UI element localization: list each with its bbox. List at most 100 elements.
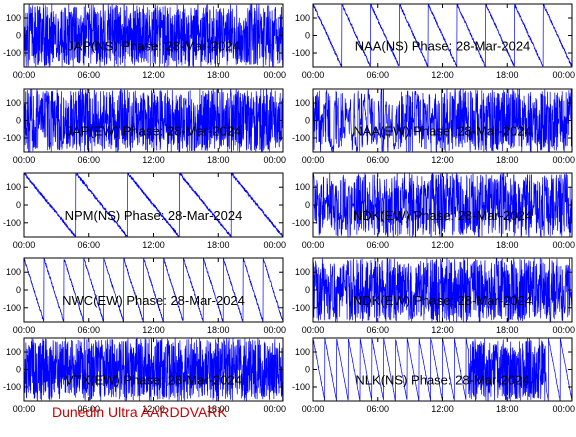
y-tick-label: 0	[16, 285, 21, 295]
series-line	[24, 173, 283, 237]
x-tick-label: 12:00	[142, 240, 165, 250]
panel-title: NAA(NS) Phase: 28-Mar-2024	[355, 39, 531, 54]
panel-9: -100 0 100 00:00 06:00 12:00 18:00 00:00 VTX(EW)…	[3, 337, 286, 414]
x-tick-label: 12:00	[431, 240, 454, 250]
x-tick-label: 00:00	[302, 70, 325, 80]
x-tick-label: 18:00	[496, 404, 519, 414]
y-tick-label: 100	[295, 98, 310, 108]
x-tick-label: 06:00	[77, 404, 100, 414]
y-tick-label: -100	[292, 382, 310, 392]
y-tick-label: 0	[305, 31, 310, 41]
series-line	[24, 4, 283, 67]
y-tick-label: 100	[6, 267, 21, 277]
y-tick-label: -100	[3, 218, 21, 228]
y-tick-label: -100	[3, 303, 21, 313]
panel-7: -100 0 100 00:00 06:00 12:00 18:00 00:00 NWC(EW)…	[3, 257, 286, 335]
y-tick-label: 0	[16, 31, 21, 41]
y-tick-label: -100	[292, 303, 310, 313]
x-tick-label: 06:00	[77, 325, 100, 335]
y-tick-label: 100	[295, 182, 310, 192]
panel-title: NPM(NS) Phase: 28-Mar-2024	[65, 208, 243, 223]
panel-title: JAP(EW) Phase: 28-Mar-2024	[66, 124, 242, 139]
y-tick-label: -100	[3, 48, 21, 58]
series-line	[313, 338, 572, 401]
x-tick-label: 06:00	[366, 325, 389, 335]
x-tick-label: 18:00	[207, 155, 230, 165]
x-tick-label: 12:00	[431, 404, 454, 414]
series-line	[313, 89, 572, 152]
x-tick-label: 18:00	[207, 325, 230, 335]
y-tick-label: -100	[3, 382, 21, 392]
panel-10: -100 0 100 00:00 06:00 12:00 18:00 00:00 NLK(NS)…	[292, 337, 575, 414]
x-tick-label: 00:00	[13, 70, 36, 80]
x-tick-label: 00:00	[263, 155, 286, 165]
x-tick-label: 00:00	[552, 70, 575, 80]
series-line	[313, 258, 572, 322]
series-line	[313, 173, 572, 237]
series-line	[313, 4, 572, 67]
x-tick-label: 06:00	[366, 404, 389, 414]
panel-title: JAP(NS) Phase: 28-Mar-2024	[67, 39, 240, 54]
x-tick-label: 00:00	[302, 325, 325, 335]
x-tick-label: 06:00	[366, 70, 389, 80]
x-tick-label: 12:00	[431, 70, 454, 80]
x-tick-label: 00:00	[13, 325, 36, 335]
x-tick-label: 12:00	[431, 325, 454, 335]
y-tick-label: 100	[295, 267, 310, 277]
credit-label: Dunedin Ultra AARDDVARK	[52, 404, 227, 420]
series-line	[24, 338, 283, 401]
x-tick-label: 12:00	[142, 70, 165, 80]
y-tick-label: 100	[6, 98, 21, 108]
y-tick-label: 100	[6, 347, 21, 357]
y-tick-label: 0	[305, 285, 310, 295]
y-tick-label: 100	[6, 13, 21, 23]
x-tick-label: 00:00	[302, 155, 325, 165]
panel-title: NDK(EW) Phase: 28-Mar-2024	[353, 208, 532, 223]
x-tick-label: 06:00	[77, 240, 100, 250]
x-tick-label: 00:00	[13, 240, 36, 250]
panel-8: -100 0 100 00:00 06:00 12:00 18:00 00:00 NDK(EW)…	[292, 257, 575, 335]
y-tick-label: 100	[295, 13, 310, 23]
panel-3: -100 0 100 00:00 06:00 12:00 18:00 00:00 JAP(EW)…	[3, 88, 286, 165]
y-tick-label: 0	[305, 365, 310, 375]
series-line	[24, 258, 283, 322]
x-tick-label: 06:00	[77, 155, 100, 165]
x-tick-label: 06:00	[366, 240, 389, 250]
y-tick-label: -100	[3, 133, 21, 143]
x-tick-label: 12:00	[142, 404, 165, 414]
x-tick-label: 18:00	[496, 325, 519, 335]
x-tick-label: 00:00	[302, 240, 325, 250]
x-tick-label: 00:00	[552, 404, 575, 414]
x-tick-label: 00:00	[263, 404, 286, 414]
x-tick-label: 18:00	[207, 70, 230, 80]
x-tick-label: 00:00	[552, 240, 575, 250]
panel-6: -100 0 100 00:00 06:00 12:00 18:00 00:00 NDK(EW)…	[292, 172, 575, 250]
x-tick-label: 00:00	[263, 325, 286, 335]
panel-4: -100 0 100 00:00 06:00 12:00 18:00 00:00 NAA(EW)…	[292, 88, 575, 165]
y-tick-label: 100	[295, 347, 310, 357]
y-tick-label: -100	[292, 218, 310, 228]
y-tick-label: -100	[292, 48, 310, 58]
x-tick-label: 06:00	[77, 70, 100, 80]
panel-title: NWC(EW) Phase: 28-Mar-2024	[62, 293, 245, 308]
x-tick-label: 00:00	[13, 155, 36, 165]
x-tick-label: 06:00	[366, 155, 389, 165]
x-tick-label: 00:00	[13, 404, 36, 414]
panel-5: -100 0 100 00:00 06:00 12:00 18:00 00:00 NPM(NS)…	[3, 172, 286, 250]
x-tick-label: 18:00	[207, 240, 230, 250]
panel-1: -100 0 100 00:00 06:00 12:00 18:00 00:00 JAP(NS)…	[3, 3, 286, 80]
x-tick-label: 12:00	[142, 325, 165, 335]
panel-title: VTX(EW) Phase: 28-Mar-2024	[65, 373, 242, 388]
panel-title: NLK(NS) Phase: 28-Mar-2024	[355, 373, 529, 388]
x-tick-label: 18:00	[496, 240, 519, 250]
x-tick-label: 12:00	[142, 155, 165, 165]
panel-2: -100 0 100 00:00 06:00 12:00 18:00 00:00 NAA(NS)…	[292, 3, 575, 80]
x-tick-label: 18:00	[496, 155, 519, 165]
x-tick-label: 12:00	[431, 155, 454, 165]
panel-title: NAA(EW) Phase: 28-Mar-2024	[353, 124, 531, 139]
y-tick-label: 0	[16, 116, 21, 126]
y-tick-label: 0	[16, 365, 21, 375]
y-tick-label: 100	[6, 182, 21, 192]
